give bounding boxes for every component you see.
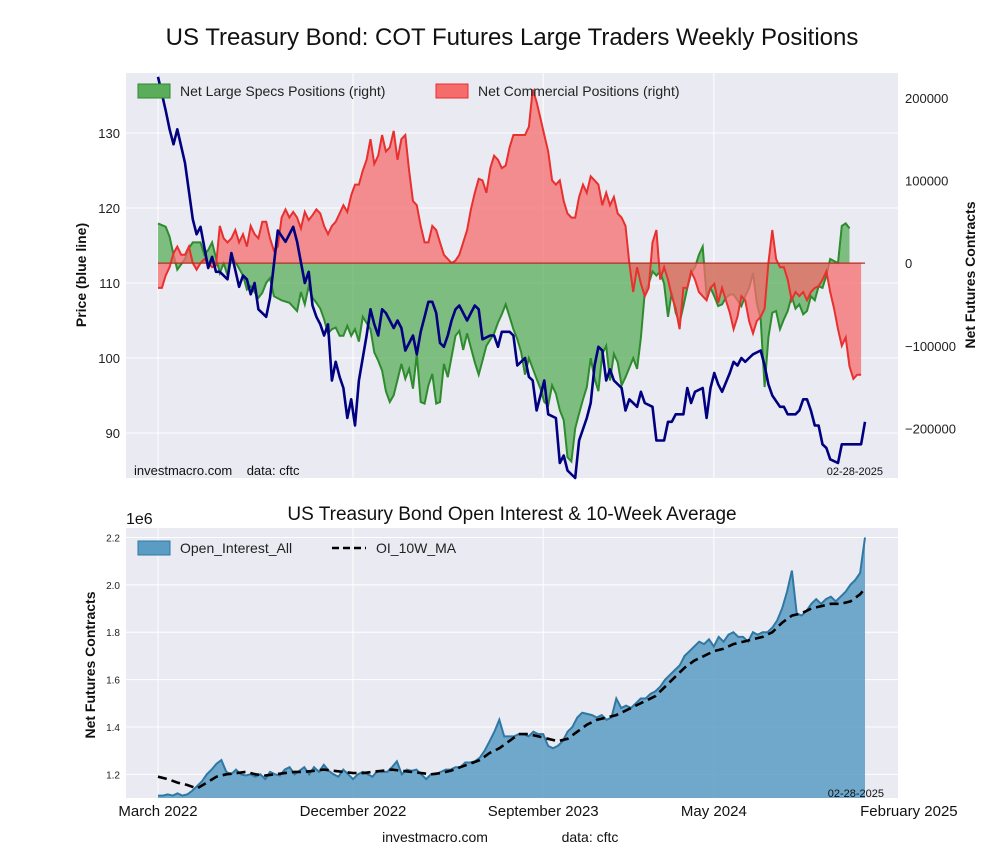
legend-label-ma: OI_10W_MA	[376, 540, 457, 556]
price-line	[156, 76, 867, 480]
bottom-x-tick-label: December 2022	[300, 803, 407, 820]
legend-swatch-commercial	[435, 83, 469, 99]
net-commercial-series-area	[158, 89, 862, 379]
bottom-x-axis-ticks: March 2022 December 2022 September 2023 May…	[118, 803, 957, 820]
top-right-tick-label: −200000	[905, 421, 956, 436]
legend-label-commercial: Net Commercial Positions (right)	[478, 83, 680, 99]
top-right-tick-label: 100000	[905, 173, 948, 188]
bottom-y-axis-label: Net Futures Contracts	[82, 591, 98, 738]
top-left-axis-label: Price (blue line)	[73, 223, 89, 327]
legend-swatch-specs	[137, 83, 171, 99]
bottom-y-axis-ticks: 1.2 1.4 1.6 1.8 2.0 2.2	[106, 533, 120, 781]
bottom-x-tick-label: May 2024	[681, 803, 747, 820]
top-right-tick-label: −100000	[905, 339, 956, 354]
bottom-y-tick-label: 1.2	[106, 770, 120, 781]
top-chart-watermark: investmacro.com data: cftc	[134, 463, 300, 478]
bottom-chart-title: US Treasury Bond Open Interest & 10-Week…	[287, 504, 736, 525]
top-left-tick-label: 110	[99, 276, 120, 291]
top-right-tick-label: 200000	[905, 91, 948, 106]
bottom-x-tick-label: March 2022	[118, 803, 197, 820]
top-chart: US Treasury Bond: COT Futures Large Trad…	[73, 24, 978, 480]
bottom-chart-date: 02-28-2025	[828, 788, 884, 800]
bottom-y-tick-label: 2.0	[106, 581, 120, 592]
open-interest-area	[158, 537, 865, 798]
top-right-tick-label: 0	[905, 256, 912, 271]
top-right-axis-label: Net Futures Contracts	[962, 201, 978, 348]
top-right-axis-ticks: 200000 100000 0 −100000 −200000	[905, 91, 956, 437]
bottom-x-tick-label: February 2025	[860, 803, 958, 820]
bottom-y-offset-label: 1e6	[126, 511, 153, 528]
top-left-tick-label: 120	[98, 201, 120, 216]
bottom-y-tick-label: 1.6	[106, 676, 120, 687]
top-chart-date: 02-28-2025	[827, 466, 883, 478]
bottom-y-tick-label: 1.8	[106, 628, 120, 639]
footer-source: data: cftc	[562, 829, 619, 845]
top-legend: Net Large Specs Positions (right) Net Co…	[137, 83, 680, 99]
top-chart-title: US Treasury Bond: COT Futures Large Trad…	[166, 24, 859, 51]
bottom-y-tick-label: 2.2	[106, 533, 120, 544]
legend-label-open-interest: Open_Interest_All	[180, 540, 292, 556]
top-left-tick-label: 130	[98, 126, 120, 141]
bottom-x-tick-label: September 2023	[488, 803, 599, 820]
bottom-y-tick-label: 1.4	[106, 723, 120, 734]
oi-10w-ma-line	[157, 587, 867, 790]
top-left-axis-ticks: 90 100 110 120 130	[98, 126, 120, 441]
net-commercial-series-line	[158, 89, 862, 381]
bottom-chart: US Treasury Bond Open Interest & 10-Week…	[82, 504, 958, 820]
bottom-series-layer	[157, 537, 867, 798]
footer-site: investmacro.com	[382, 829, 488, 845]
bottom-legend: Open_Interest_All OI_10W_MA	[137, 540, 457, 556]
top-left-tick-label: 90	[106, 426, 120, 441]
legend-label-specs: Net Large Specs Positions (right)	[180, 83, 385, 99]
legend-swatch-open-interest	[137, 540, 171, 556]
top-left-tick-label: 100	[98, 351, 120, 366]
top-series-layer	[156, 76, 867, 480]
